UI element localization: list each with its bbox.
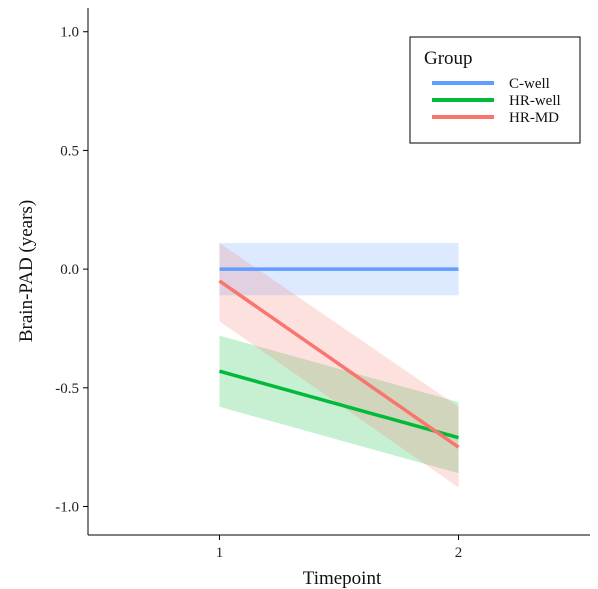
series-lines bbox=[218, 267, 460, 449]
x-tick-label: 1 bbox=[216, 545, 224, 561]
line-hr-well bbox=[219, 369, 459, 440]
y-tick-label: -1.0 bbox=[55, 500, 79, 516]
axes bbox=[87, 8, 590, 536]
x-tick-label: 2 bbox=[455, 545, 463, 561]
y-tick-label: 0.0 bbox=[60, 262, 79, 278]
legend-label-hr-well: HR-well bbox=[509, 93, 561, 109]
line-hr-md bbox=[218, 279, 460, 449]
legend-box bbox=[409, 36, 581, 144]
y-tick-label: 1.0 bbox=[60, 25, 79, 41]
legend-title: Group bbox=[424, 48, 473, 69]
y-tick-label: 0.5 bbox=[60, 143, 79, 159]
legend-label-c-well: C-well bbox=[509, 76, 550, 92]
legend-label-hr-md: HR-MD bbox=[509, 110, 559, 126]
y-axis-title: Brain-PAD (years) bbox=[16, 200, 37, 342]
y-ticks: 1.0 0.5 0.0 -0.5 -1.0 bbox=[55, 25, 88, 516]
y-tick-label: -0.5 bbox=[55, 381, 79, 397]
x-axis-title: Timepoint bbox=[303, 568, 382, 589]
